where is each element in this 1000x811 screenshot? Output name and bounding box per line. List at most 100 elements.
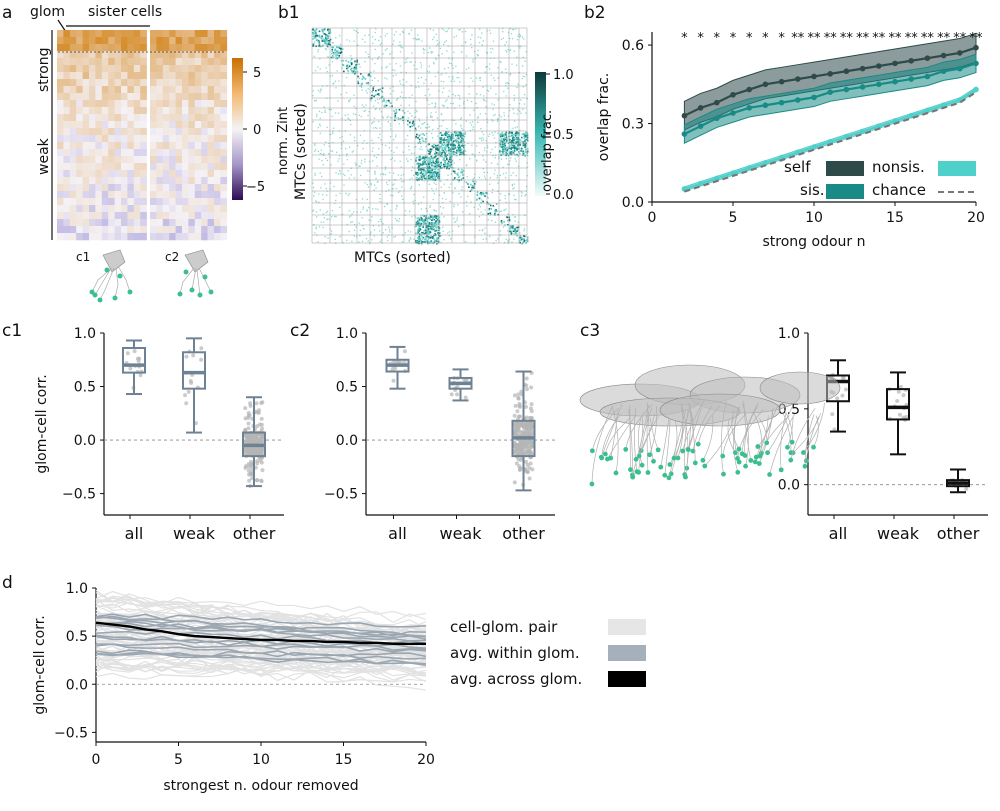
heatmap-b1-dot — [418, 222, 420, 225]
heatmap-a-cell — [82, 184, 90, 192]
colorbar-b1-tick-05: 0.5 — [553, 128, 574, 143]
c2-point — [524, 387, 529, 392]
heatmap-a-cell — [127, 142, 135, 150]
dendrite — [731, 410, 740, 450]
heatmap-b1-noise — [517, 228, 519, 230]
c2-point — [455, 392, 460, 397]
heatmap-b1-dot — [509, 230, 511, 233]
heatmap-b1-dot — [510, 148, 513, 150]
heatmap-a-cell — [114, 51, 122, 59]
heatmap-a-cell — [162, 121, 170, 129]
c3-point — [896, 389, 901, 394]
heatmap-a-cell — [127, 30, 135, 38]
colorbar-b1 — [535, 72, 546, 196]
heatmap-a-cell — [69, 128, 77, 136]
heatmap-b1-noise — [524, 93, 526, 96]
heatmap-b1-dot — [459, 146, 462, 149]
heatmap-b1-dot — [372, 87, 375, 89]
heatmap-b1-dot — [354, 71, 357, 73]
heatmap-b1-noise — [363, 106, 365, 108]
b2-legend-swatch — [938, 161, 976, 176]
heatmap-a-cell — [175, 156, 183, 164]
heatmap-b1-dot — [334, 48, 337, 51]
heatmap-b1-dot — [448, 165, 451, 168]
heatmap-a-cell — [76, 51, 83, 59]
heatmap-a-cell — [108, 170, 115, 178]
heatmap-b1-noise — [509, 157, 512, 159]
heatmap-b1-dot — [324, 33, 327, 35]
dendrite — [688, 403, 696, 463]
heatmap-b1-noise — [331, 209, 334, 212]
heatmap-b1-noise — [404, 214, 406, 216]
heatmap-b1-noise — [358, 241, 360, 243]
cell-body — [811, 444, 816, 450]
heatmap-b1-noise — [370, 184, 372, 186]
heatmap-b1-noise — [334, 202, 336, 204]
heatmap-b1-noise — [442, 87, 445, 89]
heatmap-b1-dot — [516, 234, 518, 237]
heatmap-b1-noise — [409, 129, 411, 132]
heatmap-b1-dot — [450, 139, 453, 141]
heatmap-a-cell — [121, 163, 128, 171]
heatmap-a-cell — [82, 142, 90, 150]
cell-body — [658, 464, 664, 470]
heatmap-b1-noise — [433, 63, 435, 65]
heatmap-b1-noise — [375, 28, 377, 30]
heatmap-a-cell — [188, 233, 196, 241]
heatmap-b1-noise — [399, 80, 401, 82]
heatmap-b1-noise — [323, 106, 325, 108]
heatmap-a-cell — [63, 184, 71, 192]
heatmap-b1-noise — [423, 52, 425, 54]
heatmap-a-cell — [69, 100, 77, 108]
heatmap-b1-noise — [519, 110, 521, 112]
c2-point — [449, 392, 454, 397]
heatmap-b1-dot — [420, 167, 422, 170]
heatmap-b1-dot — [455, 132, 458, 134]
heatmap-b1-dot — [460, 145, 463, 147]
heatmap-b1-dot — [470, 183, 472, 186]
heatmap-b1-noise — [497, 132, 499, 134]
heatmap-b1-dot — [434, 225, 436, 228]
heatmap-b1-dot — [429, 162, 432, 165]
heatmap-a-cell — [150, 72, 157, 80]
heatmap-b1-noise — [368, 219, 370, 221]
heatmap-b1-noise — [407, 160, 409, 162]
heatmap-b1-noise — [447, 28, 450, 30]
heatmap-a-cell — [95, 149, 103, 157]
heatmap-b1-dot — [424, 155, 427, 157]
heatmap-a-cell — [76, 114, 83, 122]
heatmap-b1-noise — [482, 238, 484, 241]
heatmap-a-cell — [76, 219, 83, 227]
heatmap-a-cell — [57, 58, 64, 66]
heatmap-b1-noise — [389, 63, 391, 65]
heatmap-b1-noise — [380, 67, 383, 69]
heatmap-a-cell — [69, 156, 77, 164]
heatmap-a-cell — [207, 107, 215, 115]
c2-point — [515, 409, 520, 414]
heatmap-b1-noise — [428, 65, 430, 67]
heatmap-b1-noise — [473, 109, 475, 111]
heatmap-b1-dot — [437, 165, 440, 168]
heatmap-b1-dot — [510, 141, 513, 144]
heatmap-b1-dot — [515, 147, 518, 150]
heatmap-b1-noise — [378, 56, 380, 58]
heatmap-a-cell — [127, 72, 135, 80]
heatmap-a-cell — [150, 79, 157, 87]
d-cell-glom-line — [95, 654, 427, 671]
heatmap-a-cell — [175, 198, 183, 206]
heatmap-b1-noise — [367, 186, 370, 188]
heatmap-b1-dot — [387, 99, 390, 102]
heatmap-a-cell — [214, 177, 221, 185]
heatmap-b1-dot — [402, 109, 404, 112]
heatmap-b1-noise — [482, 155, 484, 157]
heatmap-a-cell — [127, 114, 135, 122]
cell-body — [756, 461, 762, 466]
heatmap-b1-dot — [431, 216, 433, 218]
d-within-glom-line — [95, 622, 427, 642]
heatmap-a-cell — [76, 30, 83, 38]
d-cell-glom-line — [95, 646, 427, 676]
cell-body — [803, 458, 809, 464]
d-cell-glom-line — [95, 600, 427, 629]
heatmap-b1-dot — [503, 137, 506, 139]
heatmap-b1-noise — [526, 166, 529, 169]
